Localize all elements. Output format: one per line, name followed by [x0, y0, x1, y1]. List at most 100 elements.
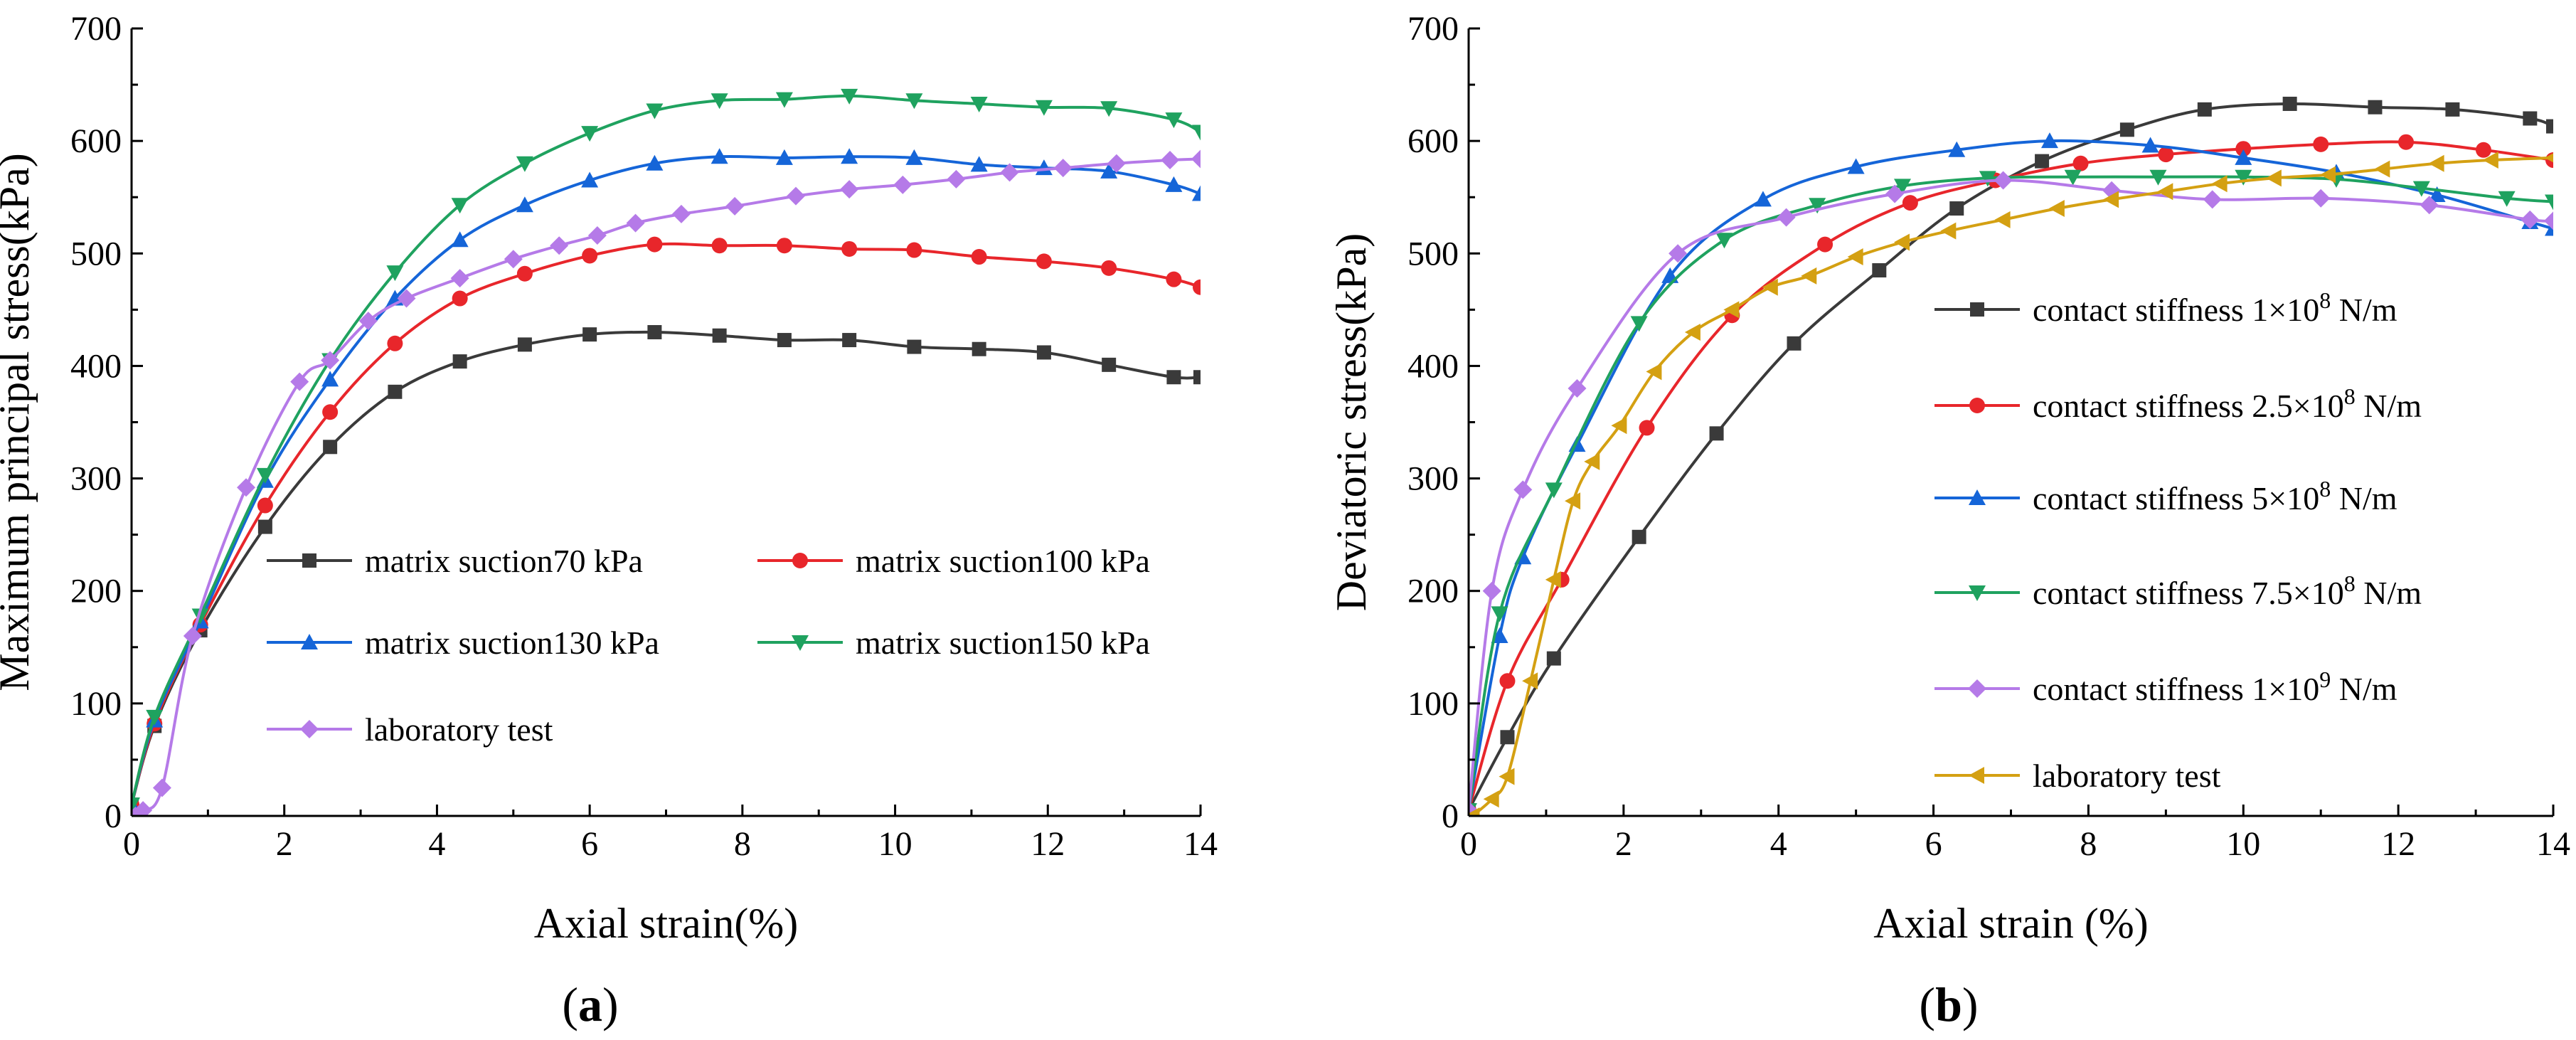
panel-b-legend-label: contact stiffness 7.5×108 N/m [2033, 571, 2422, 611]
panel-b-series-1-point-15 [2523, 111, 2538, 126]
panel-a-series-3-point-8 [516, 196, 533, 213]
panel-b-y-axis-title: Deviatoric stress(kPa) [1328, 233, 1375, 612]
panel-a-x-tick-label: 12 [1031, 825, 1065, 863]
panel-a-series-1-point-10 [647, 324, 662, 339]
panel-b-legend-item-3: contact stiffness 5×108 N/m [1934, 476, 2397, 516]
panel-a-series-1-point-14 [907, 339, 922, 354]
panel-a-y-tick-label: 0 [105, 797, 122, 835]
panel-a-series-2-point-18 [1166, 271, 1182, 287]
panel-a-series-3-point-19 [1192, 185, 1201, 201]
panel-a-series-5-point-25 [1191, 149, 1201, 169]
panel-b-series-6-point-27 [2545, 153, 2553, 163]
panel-a-series-2-point-7 [452, 290, 468, 307]
panel-b-series-5-point-7 [1885, 184, 1905, 203]
panel-a-x-tick-label: 14 [1183, 825, 1218, 863]
panel-a-series-4-point-9 [581, 126, 599, 142]
panel-b-series-5-point-3 [1513, 480, 1533, 499]
panel-b-series-6-point-11 [1723, 301, 1740, 319]
panel-a-series-2-point-9 [582, 248, 598, 264]
panel-b-x-tick-label: 0 [1460, 825, 1477, 863]
panel-a-series-2-point-15 [971, 249, 987, 265]
panel-b-series-6-point-2 [1483, 790, 1499, 808]
panel-a-series-4-point-8 [516, 156, 533, 172]
panel-a-series-1-point-11 [712, 328, 727, 343]
panel-a-legend-item-5: laboratory test [267, 711, 553, 748]
panel-b-y-tick-label: 500 [1407, 235, 1459, 272]
panel-b-series-6-point-10 [1684, 323, 1701, 341]
panel-a-series-5-point-24 [1161, 151, 1180, 170]
panel-a-series-3-point-17 [1100, 162, 1118, 179]
panel-b-x-tick-label: 6 [1925, 825, 1942, 863]
panel-b-series-1-point-12 [2282, 96, 2297, 111]
panel-a-y-tick-label: 300 [70, 460, 122, 498]
panel-a-series-5-point-15 [671, 204, 691, 223]
panel-b-series-1-point-6 [1787, 336, 1801, 351]
panel-a-series-3-line [132, 154, 1201, 805]
panel-a-series-5-point-12 [550, 236, 569, 255]
panel-b-series-5-point-4 [1568, 379, 1587, 398]
panel-a-series-2-point-19 [1193, 279, 1201, 295]
panel-b-label-close: ) [1962, 977, 1979, 1031]
legend-label-text: matrix suction150 kPa [856, 625, 1150, 661]
panel-a-series-1-point-8 [517, 337, 532, 352]
panel-a-y-tick-label: 600 [70, 122, 122, 160]
panel-b-series-2-point-10 [2158, 147, 2174, 163]
panel-b-series-6-point-4 [1522, 672, 1538, 690]
panel-b-chart: 0 2 4 6 8 10 12 14 0 100 200 300 400 500 600 700 Axial s… [1328, 10, 2570, 947]
panel-b-series-6-point-3 [1499, 768, 1515, 785]
panel-a-series-3-point-13 [841, 148, 858, 164]
panel-a-series-5-point-19 [893, 175, 912, 194]
panel-a-series-2-point-16 [1036, 253, 1052, 270]
panel-b-x-axis-title: Axial strain (%) [1873, 900, 2149, 947]
panel-a-series-5-point-5 [237, 478, 256, 497]
panel-b-series-6-point-19 [2103, 191, 2119, 208]
panel-b-series-4-point-7 [1894, 179, 1911, 195]
panel-a-label: (a) [562, 977, 618, 1031]
panel-b-legend-item-6: laboratory test [1934, 758, 2221, 794]
panel-b-series-1-point-11 [2197, 102, 2212, 117]
panel-a-series-5-point-20 [947, 169, 966, 189]
legend-label-unit: N/m [2331, 671, 2397, 707]
panel-a-legend-label: matrix suction130 kPa [365, 625, 659, 661]
panel-a-series-2-point-17 [1101, 260, 1117, 276]
panel-b-legend-label: contact stiffness 1×108 N/m [2033, 287, 2397, 328]
panel-b-y-tick-label: 600 [1407, 122, 1459, 160]
panel-a-series-5-point-23 [1107, 154, 1126, 173]
panel-a-series-5-point-18 [840, 180, 859, 199]
legend-label-exponent: 8 [2344, 383, 2356, 409]
panel-a-series-4-point-10 [646, 103, 664, 120]
panel-b-series-6-point-26 [2482, 152, 2498, 169]
panel-a-series-2-point-14 [906, 242, 922, 258]
legend-label-exponent: 9 [2319, 667, 2331, 692]
panel-b-series-6-point-15 [1894, 233, 1910, 251]
panel-a-label-letter: a [578, 977, 602, 1031]
panel-b-x-tick-label: 14 [2536, 825, 2570, 863]
panel-a-y-tick-label: 200 [70, 573, 122, 610]
panel-a-series-3-point-5 [321, 371, 339, 387]
panel-a-series-4-point-18 [1165, 112, 1183, 129]
panel-b-label: (b) [1919, 977, 1978, 1031]
panel-b-series-4-point-13 [2412, 181, 2430, 197]
panel-b-series-2-point-13 [2398, 134, 2415, 150]
legend-label-text: matrix suction70 kPa [365, 543, 643, 579]
panel-a-series-2-point-11 [711, 238, 728, 254]
panel-a-series-4-point-4 [256, 467, 274, 484]
legend-label-unit: N/m [2331, 480, 2397, 516]
panel-a-series-4-line [132, 94, 1201, 805]
panel-b-series-3-point-10 [2141, 137, 2159, 153]
panel-b-series-6-point-13 [1801, 267, 1817, 285]
panel-b-series-6-point-1 [1469, 807, 1480, 816]
panel-a-legend-swatch-marker [301, 634, 318, 649]
panel-b-legend-item-5: contact stiffness 1×109 N/m [1934, 667, 2397, 707]
panel-a-series-2-point-6 [387, 335, 403, 351]
panel-a-x-axis-title: Axial strain(%) [534, 900, 799, 947]
panel-b-legend-swatch-marker [1968, 679, 1986, 698]
panel-a-series-4-point-11 [710, 93, 728, 110]
legend-label-text: contact stiffness 5×10 [2033, 480, 2319, 516]
panel-b-series-4-point-3 [1545, 482, 1563, 499]
panel-b-series-6-point-6 [1565, 492, 1581, 510]
panel-b-y-tick-label: 0 [1442, 797, 1459, 835]
legend-label-text: laboratory test [365, 711, 553, 748]
panel-b-series-6-point-22 [2265, 169, 2282, 187]
